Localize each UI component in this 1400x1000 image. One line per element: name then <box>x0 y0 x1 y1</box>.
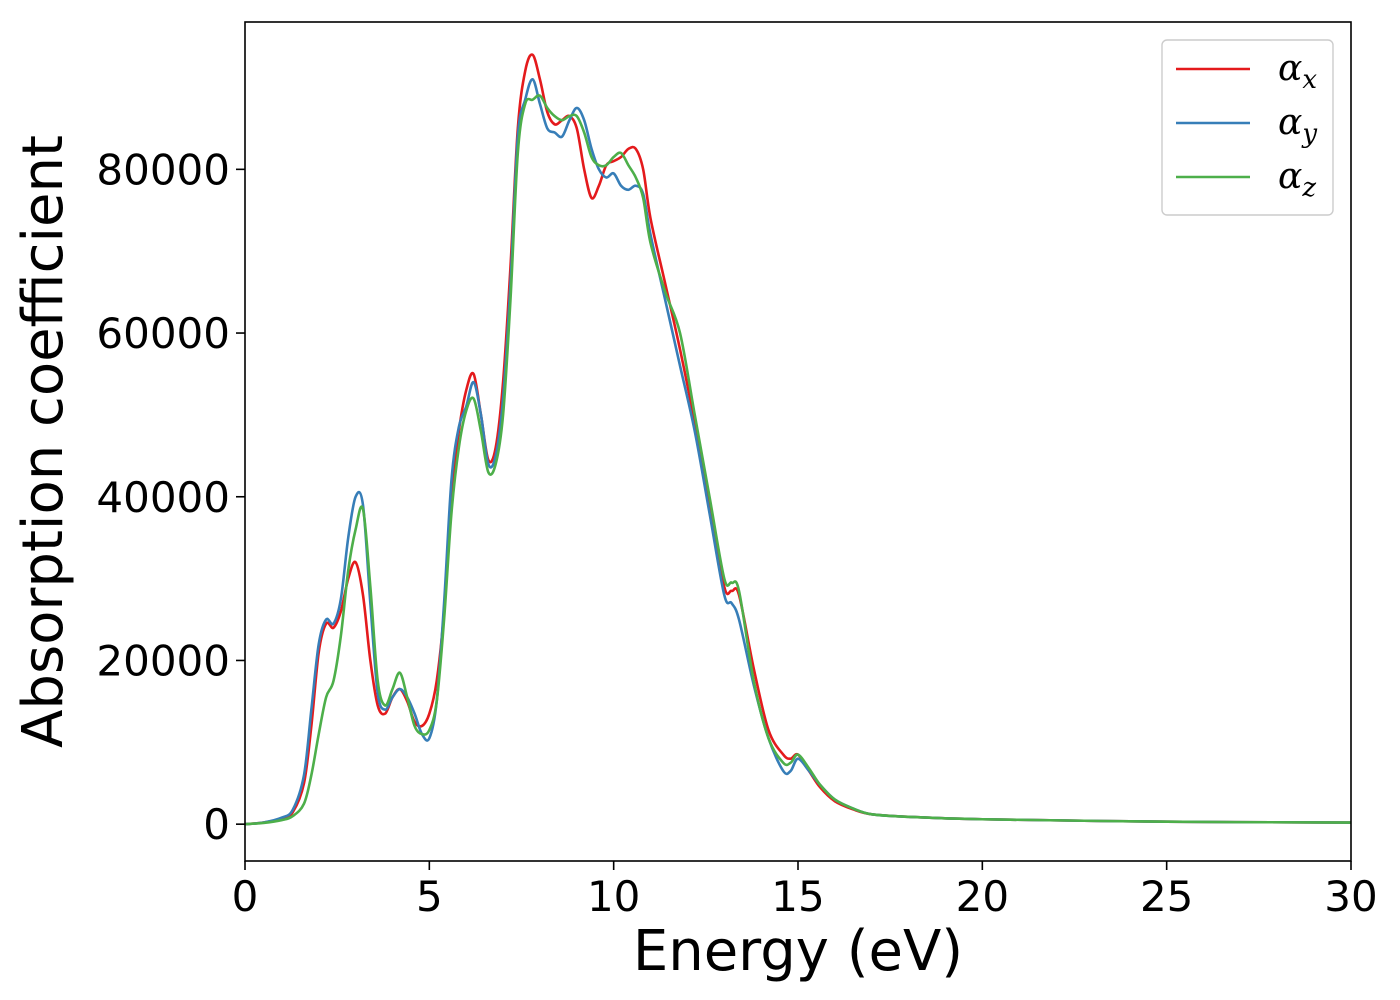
x-tick-label: 25 <box>1140 872 1193 921</box>
legend-label-alpha-x: αx <box>1278 48 1317 95</box>
y-tick-label: 40000 <box>96 473 230 522</box>
y-tick-label: 60000 <box>96 309 230 358</box>
x-tick-label: 30 <box>1324 872 1377 921</box>
x-tick-label: 0 <box>232 872 259 921</box>
series-line-alpha-z <box>245 94 1351 826</box>
legend: αx αy αz <box>1161 39 1334 216</box>
series-layer <box>245 53 1351 826</box>
x-ticks: 0 5 10 15 20 25 30 <box>232 861 1378 921</box>
series-line-alpha-x <box>245 53 1351 826</box>
x-tick-label: 20 <box>956 872 1009 921</box>
legend-box <box>1161 39 1334 216</box>
x-axis-title: Energy (eV) <box>633 919 963 984</box>
legend-label-alpha-z: αz <box>1278 156 1316 203</box>
y-ticks: 0 20000 40000 60000 80000 <box>96 145 245 849</box>
x-tick-label: 10 <box>587 872 640 921</box>
y-axis-title: Absorption coefficient <box>11 135 76 748</box>
y-tick-label: 0 <box>203 800 230 849</box>
y-tick-label: 20000 <box>96 636 230 685</box>
x-tick-label: 5 <box>416 872 443 921</box>
y-tick-label: 80000 <box>96 145 230 194</box>
x-tick-label: 15 <box>771 872 824 921</box>
legend-label-alpha-y: αy <box>1278 102 1317 149</box>
